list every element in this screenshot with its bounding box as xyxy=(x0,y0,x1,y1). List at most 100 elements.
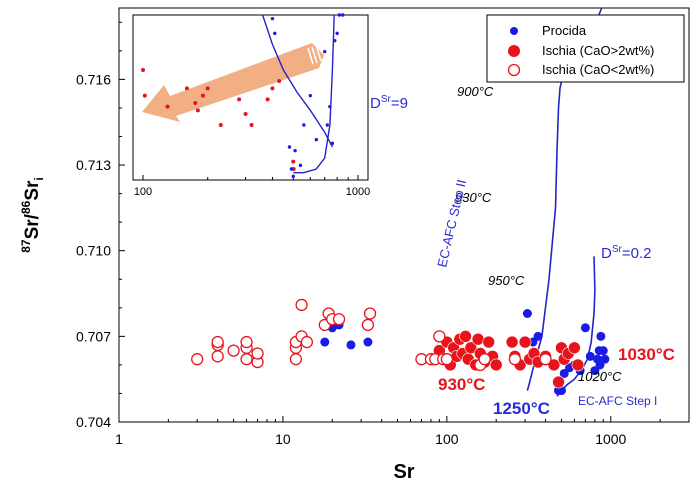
legend-label-procida: Procida xyxy=(542,23,587,38)
data-point-ischia-low xyxy=(295,298,308,312)
inset-data-point-ischia xyxy=(270,86,275,91)
x-tick-label: 100 xyxy=(435,431,459,447)
inset-data-point-procida xyxy=(291,174,295,179)
y-tick-label: 0.704 xyxy=(76,414,111,430)
y-tick-label: 0.713 xyxy=(76,157,111,173)
data-point-ischia-low xyxy=(211,335,224,349)
legend-marker-ischia-low xyxy=(507,63,521,77)
annotation-900c: 900°C xyxy=(457,84,494,99)
inset-data-point-procida xyxy=(337,13,342,17)
trend-arrow-stripe xyxy=(315,44,322,62)
x-tick-label: 10 xyxy=(275,431,291,447)
inset-data-point-procida xyxy=(322,49,327,54)
inset-data-point-ischia xyxy=(205,86,210,91)
data-point-procida xyxy=(585,351,595,361)
data-point-ischia-high xyxy=(489,358,503,372)
data-point-ischia-low xyxy=(240,335,253,349)
inset-x-tick-label: 1000 xyxy=(346,186,370,198)
legend-marker-procida xyxy=(510,27,518,35)
inset-data-point-procida xyxy=(314,137,319,142)
inset-data-point-procida xyxy=(325,123,330,127)
inset-data-point-ischia xyxy=(193,101,198,105)
inset-data-point-ischia xyxy=(243,112,248,116)
data-point-ischia-low xyxy=(191,353,204,366)
inset-points xyxy=(141,13,345,179)
annotation-1030c-red: 1030°C xyxy=(618,345,675,364)
y-tick-label: 0.707 xyxy=(76,328,111,344)
data-point-procida xyxy=(363,337,373,347)
inset-data-point-ischia xyxy=(184,86,189,91)
data-point-procida xyxy=(598,346,608,356)
y-tick-label: 0.710 xyxy=(76,243,111,259)
data-point-procida xyxy=(590,366,600,376)
inset-data-point-ischia xyxy=(237,97,242,102)
trend-arrow-stripe xyxy=(311,46,318,64)
inset-data-point-procida xyxy=(308,93,313,98)
legend-marker-ischia-high xyxy=(508,45,520,57)
data-point-ischia-low xyxy=(478,353,491,366)
inset-x-tick-label: 100 xyxy=(134,186,152,198)
inset-curve xyxy=(293,14,335,174)
inset-data-point-ischia xyxy=(249,123,254,127)
inset-data-point-ischia xyxy=(142,93,147,98)
data-point-ischia-low xyxy=(539,353,552,366)
data-point-ischia-low xyxy=(289,353,303,366)
x-axis-label: Sr xyxy=(393,461,414,483)
legend: Procida Ischia (CaO>2wt%) Ischia (CaO<2w… xyxy=(486,14,685,83)
data-point-procida xyxy=(346,340,356,350)
inset-data-point-ischia xyxy=(277,79,282,83)
inset-data-point-ischia xyxy=(200,93,205,98)
trend-arrow-stripe xyxy=(307,47,314,65)
data-point-ischia-low xyxy=(227,344,240,357)
annotation-930c-curve: 930°C xyxy=(455,190,492,205)
data-point-procida xyxy=(559,368,569,378)
data-point-ischia-high xyxy=(568,341,581,355)
inset-curves xyxy=(261,14,335,174)
data-point-procida xyxy=(596,331,606,341)
data-points xyxy=(191,298,610,396)
data-point-procida xyxy=(522,309,532,319)
y-label-sup-87: 87 xyxy=(19,239,33,253)
inset-data-point-procida xyxy=(289,167,294,171)
inset-data-point-procida xyxy=(298,163,303,168)
annotation-1020c: 1020°C xyxy=(578,369,622,384)
data-point-ischia-high xyxy=(482,335,496,349)
annotation-950c: 950°C xyxy=(488,273,525,288)
y-tick-label: 0.716 xyxy=(76,71,111,87)
inset-data-point-procida xyxy=(335,31,339,36)
data-point-procida xyxy=(320,337,330,347)
data-point-procida xyxy=(556,386,566,396)
trend-arrow xyxy=(142,43,324,122)
inset-data-point-ischia xyxy=(265,97,270,102)
data-point-ischia-high xyxy=(552,375,565,389)
data-point-ischia-high xyxy=(471,332,485,346)
y-label-sup-86: 86 xyxy=(19,200,33,214)
data-point-ischia-low xyxy=(508,353,522,366)
y-label-sub-i: i xyxy=(32,177,46,180)
annotation-1250c: 1250°C xyxy=(493,399,550,418)
inset-data-point-procida xyxy=(328,104,332,109)
data-point-ischia-high xyxy=(518,335,532,349)
data-point-procida xyxy=(533,331,543,341)
annotation-930c-red: 930°C xyxy=(438,375,485,394)
y-label-sr-2: Sr xyxy=(22,180,43,201)
inset-chart: 100 1000 xyxy=(132,13,370,198)
inset-data-point-procida xyxy=(287,145,292,149)
inset-data-point-procida xyxy=(293,148,297,153)
legend-label-ischia-low: Ischia (CaO<2wt%) xyxy=(542,62,654,77)
annotation-ec-afc-step-i: EC-AFC Step I xyxy=(578,394,657,408)
inset-data-point-procida xyxy=(333,38,337,43)
y-axis: 0.704 0.707 0.710 0.713 0.716 xyxy=(76,21,125,430)
y-axis-label: 87Sr/86Sri xyxy=(19,177,46,253)
annotation-dsr-9: DSr=9 xyxy=(370,94,408,112)
legend-label-ischia-high: Ischia (CaO>2wt%) xyxy=(542,43,654,58)
data-point-ischia-low xyxy=(440,353,454,366)
data-point-procida xyxy=(595,360,605,370)
inset-data-point-procida xyxy=(330,141,335,146)
data-point-ischia-low xyxy=(332,313,346,326)
data-point-ischia-low xyxy=(363,307,377,320)
data-point-ischia-low xyxy=(300,335,314,349)
x-tick-label: 1000 xyxy=(595,431,626,447)
data-point-ischia-low xyxy=(361,318,375,332)
